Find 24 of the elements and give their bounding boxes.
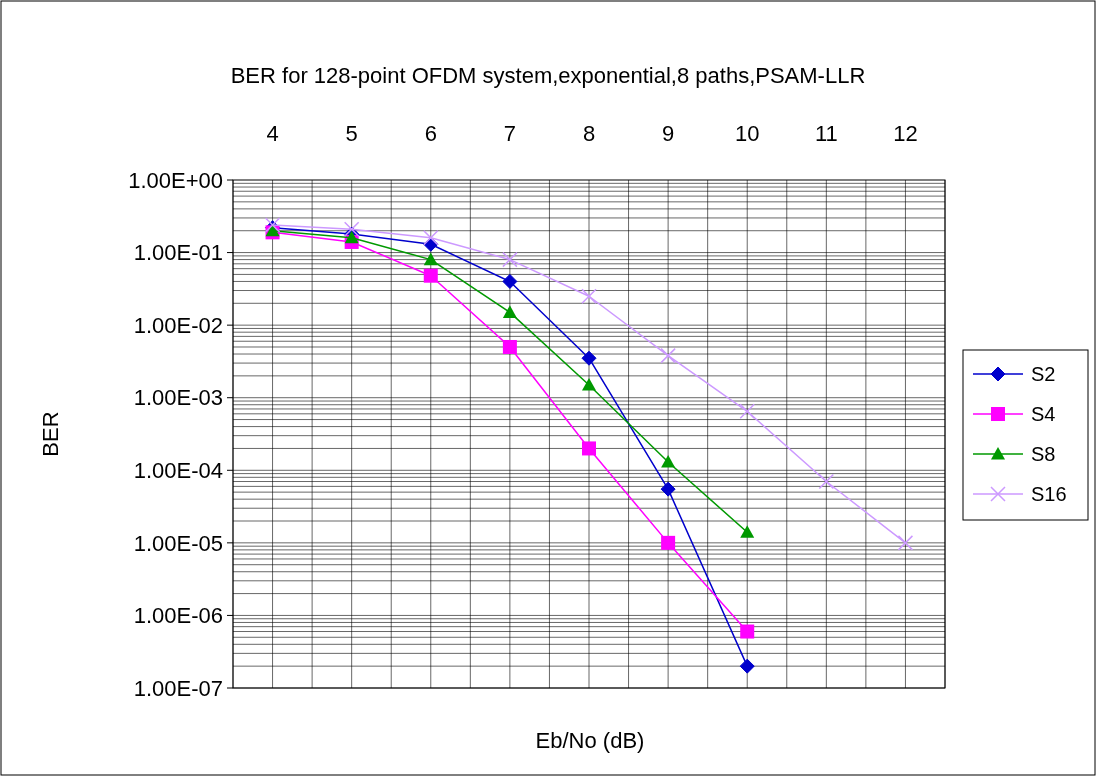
x-tick-label: 11	[814, 121, 838, 146]
x-tick-label: 10	[734, 121, 760, 146]
legend-label: S8	[1031, 443, 1056, 465]
x-tick-label: 9	[661, 121, 675, 146]
x-tick-label: 12	[893, 121, 918, 146]
chart-title: BER for 128-point OFDM system,exponential,8 paths,PSAM-LLR	[230, 63, 866, 88]
x-axis-title: Eb/No (dB)	[535, 728, 645, 753]
x-tick-label: 6	[424, 121, 437, 146]
legend-label: S16	[1031, 483, 1067, 505]
x-tick-label: 8	[582, 121, 596, 146]
y-tick-label: 1.00E-07	[133, 675, 223, 701]
y-tick-label: 1.00E+00	[128, 167, 223, 193]
y-axis-title: BER	[38, 411, 63, 457]
y-tick-label: 1.00E-04	[133, 457, 223, 483]
x-tick-label: 4	[266, 121, 279, 146]
y-tick-label: 1.00E-06	[133, 603, 223, 629]
y-tick-label: 1.00E-03	[133, 385, 223, 411]
y-tick-label: 1.00E-01	[133, 240, 223, 266]
x-tick-label: 7	[503, 121, 517, 146]
y-tick-label: 1.00E-05	[133, 530, 223, 556]
legend-label: S4	[1031, 403, 1056, 425]
legend-label: S2	[1031, 363, 1056, 385]
y-tick-label: 1.00E-02	[133, 312, 223, 338]
x-tick-label: 5	[345, 121, 358, 146]
